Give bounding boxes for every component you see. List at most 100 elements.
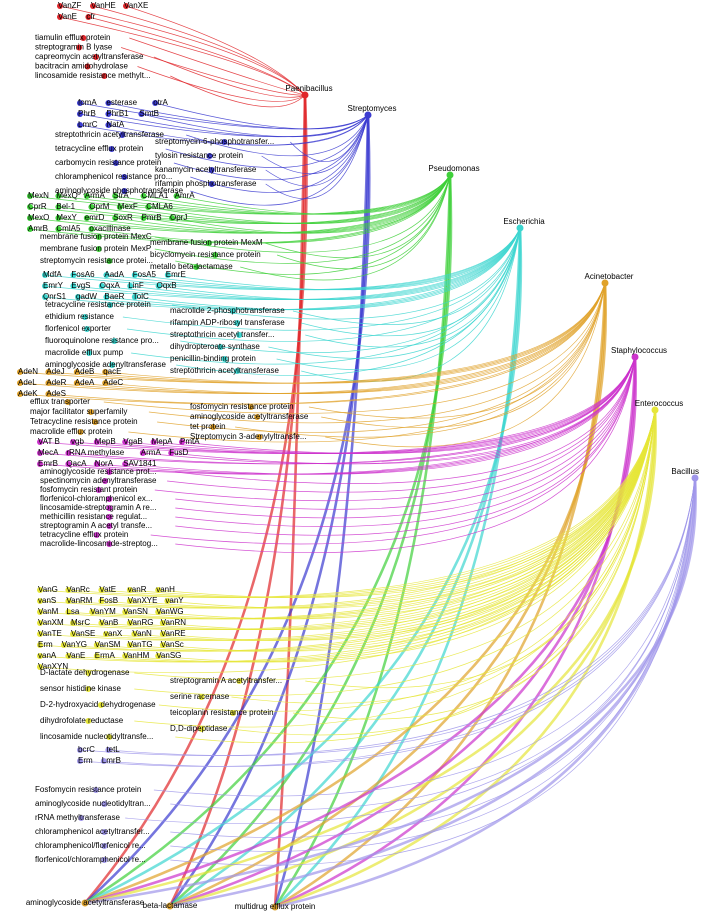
edge — [88, 16, 306, 96]
genus-label: Enterococcus — [635, 399, 683, 408]
gene-node — [131, 294, 138, 300]
gene-node — [55, 204, 62, 210]
gene-node — [205, 240, 212, 246]
gene-label: FusD — [169, 448, 188, 457]
edge — [134, 227, 521, 291]
edge — [240, 174, 451, 281]
gene-node — [164, 272, 171, 278]
edge — [105, 282, 606, 395]
gene-label: EmrB — [38, 459, 58, 468]
edge — [29, 174, 451, 244]
gene-node — [107, 302, 114, 308]
gene-label: VanXE — [124, 1, 148, 10]
edge — [58, 174, 451, 244]
gene-node — [108, 146, 115, 152]
gene-node — [76, 44, 83, 51]
gene-label: VanRG — [128, 618, 154, 627]
gene-node — [97, 702, 104, 708]
edge — [274, 356, 637, 909]
edge — [119, 174, 451, 224]
gene-label: carbomycin resistance protein — [55, 158, 161, 167]
gene-node — [122, 609, 129, 615]
gene-label: AdeK — [18, 389, 38, 398]
gene-node — [105, 100, 112, 106]
gene-node — [81, 314, 88, 320]
gene-label: macrolide-lincosamide-streptog... — [40, 539, 158, 548]
gene-node — [65, 653, 72, 659]
gene-node — [230, 710, 236, 716]
gene-label: aminoglycoside resistance prot... — [40, 467, 157, 476]
edge — [175, 174, 451, 275]
gene-node — [105, 747, 112, 753]
gene-node — [127, 283, 134, 289]
edge — [134, 409, 656, 681]
edge — [231, 409, 656, 736]
edge — [290, 114, 369, 162]
edge — [96, 356, 636, 475]
gene-label: membrane fusion protein MexM — [150, 238, 263, 247]
gene-label: rifampin ADP-ribosyl transferase — [170, 318, 285, 327]
gene-label: serine racemase — [170, 692, 230, 701]
edge — [325, 282, 606, 448]
gene-node — [102, 478, 109, 484]
edge — [84, 114, 371, 904]
gene-node — [145, 204, 152, 210]
gene-node — [234, 320, 241, 326]
gene-node — [77, 758, 83, 764]
gene-label: VanXYE — [128, 596, 158, 605]
gene-label: chloramphenicol resistance pro... — [55, 172, 172, 181]
gene-node — [70, 283, 77, 289]
edge — [134, 227, 521, 311]
edge — [84, 94, 308, 904]
gene-node — [123, 3, 129, 9]
gene-label: VanTE — [38, 629, 62, 638]
edge — [115, 174, 451, 234]
gene-label: vgb — [71, 437, 84, 446]
gene-label: StrA — [113, 191, 129, 200]
edge — [273, 94, 307, 908]
gene-label: VanXM — [38, 618, 64, 627]
edge — [186, 114, 369, 157]
gene-label: D-2-hydroxyacid dehydrogenase — [40, 700, 156, 709]
gene-label: tet protein — [190, 422, 226, 431]
edge — [125, 5, 306, 96]
edge — [48, 282, 606, 405]
gene-label: VanSN — [123, 607, 148, 616]
gene-node — [65, 598, 72, 604]
gene-label: VanSE — [71, 629, 95, 638]
gene-label: vanA — [38, 651, 57, 660]
gene-node — [112, 193, 119, 199]
gene-node — [126, 598, 133, 604]
gene-label: MexN — [28, 191, 49, 200]
edge — [76, 282, 606, 384]
edge — [76, 282, 606, 395]
edge — [39, 409, 656, 598]
gene-label: bcrC — [78, 745, 95, 754]
gene-label: AdeB — [75, 367, 95, 376]
edge — [175, 409, 656, 744]
gene-label: efflux transporter — [30, 397, 90, 406]
gene-node — [77, 747, 83, 753]
edge — [39, 409, 656, 674]
edge — [101, 409, 656, 598]
edge — [169, 356, 637, 908]
gene-label: streptothricin acetyltransferase — [55, 130, 164, 139]
gene-node — [98, 587, 105, 593]
gene-node — [98, 620, 105, 626]
gene-label: aminoglycoside adenyltransferase — [45, 360, 167, 369]
edge — [274, 477, 697, 909]
gene-label: PmrB — [142, 213, 162, 222]
edge — [125, 477, 696, 824]
edge — [134, 409, 656, 728]
edge — [154, 174, 451, 264]
gene-label: TolC — [133, 292, 149, 301]
gene-node — [93, 439, 100, 445]
gene-node — [45, 369, 52, 375]
gene-node — [78, 815, 85, 821]
edge — [48, 282, 606, 395]
gene-node — [119, 132, 126, 138]
edge — [170, 477, 696, 852]
gene-label: AdeL — [18, 378, 37, 387]
edge — [143, 174, 451, 215]
gene-node — [179, 439, 185, 445]
